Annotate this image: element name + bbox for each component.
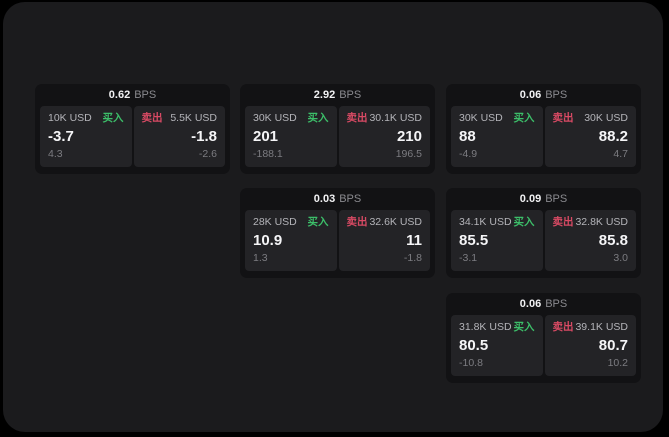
- sell-size-label: 32.6K USD: [369, 216, 422, 228]
- sell-panel[interactable]: 卖出 30.1K USD 210 196.5: [338, 106, 430, 167]
- buy-panel[interactable]: 28K USD 买入 10.9 1.3: [245, 210, 337, 271]
- bps-value: 0.09: [519, 193, 542, 205]
- main-panel: 0.62 BPS 10K USD 买入 -3.7 4.3 卖出 5.5K USD…: [3, 2, 663, 432]
- bps-unit-label: BPS: [545, 89, 568, 101]
- buy-side-label: 买入: [102, 112, 124, 124]
- bps-card-body: 34.1K USD 买入 85.5 -3.1 卖出 32.8K USD 85.8…: [446, 210, 641, 271]
- bps-card-body: 31.8K USD 买入 80.5 -10.8 卖出 39.1K USD 80.…: [446, 315, 641, 376]
- buy-panel[interactable]: 30K USD 买入 201 -188.1: [245, 106, 337, 167]
- sell-price-value: 88.2: [598, 128, 628, 145]
- bps-unit-label: BPS: [545, 298, 568, 310]
- sell-sub-value: 3.0: [613, 252, 628, 264]
- sell-side-label: 卖出: [346, 112, 368, 124]
- buy-sub-value: -4.9: [459, 148, 478, 160]
- buy-size-label: 10K USD: [48, 112, 92, 124]
- bps-card: 0.06 BPS 30K USD 买入 88 -4.9 卖出 30K USD 8…: [446, 84, 641, 174]
- bps-value: 2.92: [313, 89, 336, 101]
- bps-unit-label: BPS: [545, 193, 568, 205]
- bps-card-header: 0.06 BPS: [446, 293, 641, 315]
- buy-panel[interactable]: 31.8K USD 买入 80.5 -10.8: [451, 315, 543, 376]
- bps-value: 0.06: [519, 298, 542, 310]
- sell-side-label: 卖出: [346, 216, 368, 228]
- sell-size-label: 30.1K USD: [369, 112, 422, 124]
- buy-price-value: 10.9: [253, 232, 283, 249]
- bps-card-header: 0.62 BPS: [35, 84, 230, 106]
- sell-side-label: 卖出: [552, 216, 574, 228]
- buy-side-label: 买入: [513, 216, 535, 228]
- bps-unit-label: BPS: [339, 89, 362, 101]
- bps-card: 2.92 BPS 30K USD 买入 201 -188.1 卖出 30.1K …: [240, 84, 435, 174]
- buy-panel[interactable]: 30K USD 买入 88 -4.9: [451, 106, 543, 167]
- bps-card-header: 2.92 BPS: [240, 84, 435, 106]
- buy-side-label: 买入: [513, 321, 535, 333]
- buy-sub-value: 1.3: [253, 252, 268, 264]
- buy-price-value: 80.5: [459, 337, 489, 354]
- buy-size-label: 30K USD: [459, 112, 503, 124]
- buy-side-label: 买入: [307, 216, 329, 228]
- bps-value: 0.03: [313, 193, 336, 205]
- sell-sub-value: -2.6: [198, 148, 217, 160]
- buy-size-label: 31.8K USD: [459, 321, 512, 333]
- bps-card-body: 30K USD 买入 201 -188.1 卖出 30.1K USD 210 1…: [240, 106, 435, 167]
- buy-price-value: 88: [459, 128, 476, 145]
- sell-size-label: 30K USD: [584, 112, 628, 124]
- sell-sub-value: 10.2: [607, 357, 628, 369]
- buy-size-label: 34.1K USD: [459, 216, 512, 228]
- buy-panel[interactable]: 10K USD 买入 -3.7 4.3: [40, 106, 132, 167]
- sell-panel[interactable]: 卖出 5.5K USD -1.8 -2.6: [133, 106, 225, 167]
- bps-card: 0.06 BPS 31.8K USD 买入 80.5 -10.8 卖出 39.1…: [446, 293, 641, 383]
- bps-value: 0.62: [108, 89, 131, 101]
- bps-card: 0.03 BPS 28K USD 买入 10.9 1.3 卖出 32.6K US…: [240, 188, 435, 278]
- bps-card-header: 0.03 BPS: [240, 188, 435, 210]
- buy-panel[interactable]: 34.1K USD 买入 85.5 -3.1: [451, 210, 543, 271]
- bps-card: 0.62 BPS 10K USD 买入 -3.7 4.3 卖出 5.5K USD…: [35, 84, 230, 174]
- buy-sub-value: 4.3: [48, 148, 63, 160]
- buy-price-value: 85.5: [459, 232, 489, 249]
- buy-sub-value: -188.1: [253, 148, 283, 160]
- sell-price-value: 210: [396, 128, 422, 145]
- sell-size-label: 32.8K USD: [575, 216, 628, 228]
- sell-price-value: 80.7: [598, 337, 628, 354]
- sell-price-value: -1.8: [191, 128, 217, 145]
- sell-panel[interactable]: 卖出 39.1K USD 80.7 10.2: [544, 315, 636, 376]
- bps-card-header: 0.09 BPS: [446, 188, 641, 210]
- buy-price-value: 201: [253, 128, 279, 145]
- sell-sub-value: -1.8: [403, 252, 422, 264]
- sell-panel[interactable]: 卖出 32.6K USD 11 -1.8: [338, 210, 430, 271]
- sell-sub-value: 196.5: [395, 148, 422, 160]
- buy-price-value: -3.7: [48, 128, 74, 145]
- bps-card-body: 30K USD 买入 88 -4.9 卖出 30K USD 88.2 4.7: [446, 106, 641, 167]
- sell-price-value: 85.8: [598, 232, 628, 249]
- bps-unit-label: BPS: [339, 193, 362, 205]
- sell-size-label: 39.1K USD: [575, 321, 628, 333]
- sell-panel[interactable]: 卖出 32.8K USD 85.8 3.0: [544, 210, 636, 271]
- bps-card-header: 0.06 BPS: [446, 84, 641, 106]
- sell-side-label: 卖出: [141, 112, 163, 124]
- sell-panel[interactable]: 卖出 30K USD 88.2 4.7: [544, 106, 636, 167]
- bps-card-body: 10K USD 买入 -3.7 4.3 卖出 5.5K USD -1.8 -2.…: [35, 106, 230, 167]
- bps-value: 0.06: [519, 89, 542, 101]
- sell-side-label: 卖出: [552, 321, 574, 333]
- sell-sub-value: 4.7: [613, 148, 628, 160]
- buy-sub-value: -3.1: [459, 252, 478, 264]
- bps-unit-label: BPS: [134, 89, 157, 101]
- buy-side-label: 买入: [307, 112, 329, 124]
- buy-side-label: 买入: [513, 112, 535, 124]
- buy-size-label: 28K USD: [253, 216, 297, 228]
- buy-size-label: 30K USD: [253, 112, 297, 124]
- sell-side-label: 卖出: [552, 112, 574, 124]
- bps-card-body: 28K USD 买入 10.9 1.3 卖出 32.6K USD 11 -1.8: [240, 210, 435, 271]
- bps-card: 0.09 BPS 34.1K USD 买入 85.5 -3.1 卖出 32.8K…: [446, 188, 641, 278]
- sell-size-label: 5.5K USD: [170, 112, 217, 124]
- sell-price-value: 11: [406, 232, 422, 249]
- buy-sub-value: -10.8: [459, 357, 483, 369]
